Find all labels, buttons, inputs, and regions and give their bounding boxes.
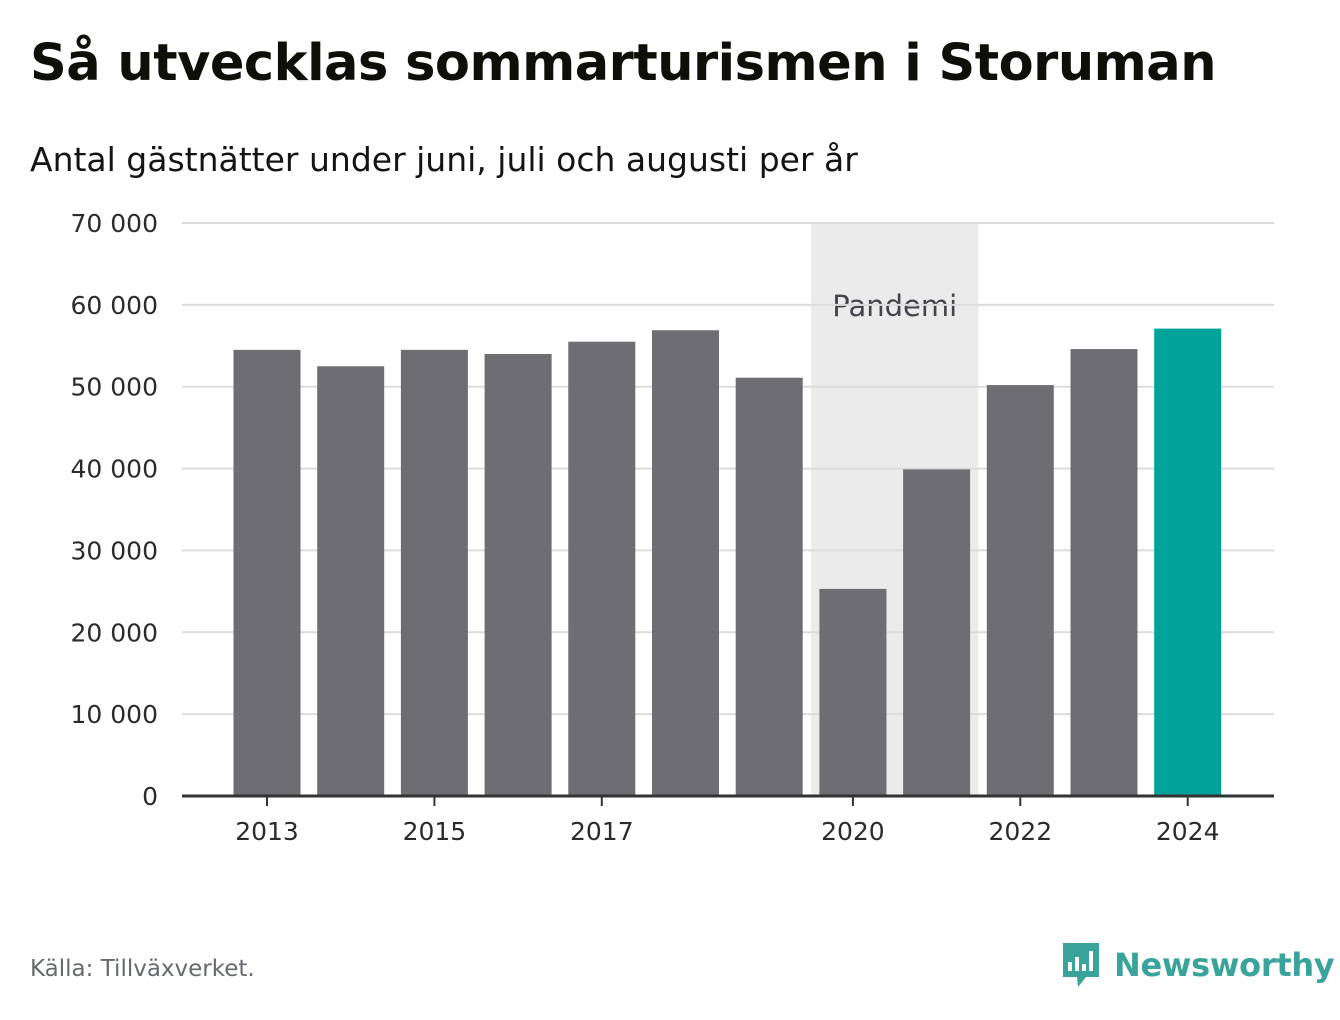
y-axis-ticks: 0 10 000 20 000 30 000 40 000 50 000 60 000 70 … xyxy=(71,209,158,811)
brand-logo[interactable]: Newsworthy xyxy=(1060,940,1335,990)
bar-2014 xyxy=(317,366,385,796)
bar-2023 xyxy=(1070,349,1138,796)
bars xyxy=(233,328,1222,796)
chart-title: Så utvecklas sommarturismen i Storuman xyxy=(30,34,1217,93)
newsworthy-logo-icon xyxy=(1063,943,1099,987)
bar-2020 xyxy=(819,588,887,796)
x-tick-label: 2022 xyxy=(988,817,1052,846)
y-tick-label: 10 000 xyxy=(71,700,158,729)
x-tick-label: 2017 xyxy=(570,817,634,846)
x-tick-label: 2015 xyxy=(403,817,467,846)
y-tick-label: 0 xyxy=(142,782,158,811)
x-tick-label: 2013 xyxy=(235,817,299,846)
x-axis-ticks: 2013 2015 2017 2020 2022 2024 xyxy=(235,796,1220,846)
y-tick-label: 30 000 xyxy=(71,536,158,565)
bar-2016 xyxy=(484,353,552,796)
bar-2022 xyxy=(986,385,1054,796)
bar-2018 xyxy=(652,330,719,796)
bar-2015 xyxy=(400,349,468,796)
y-tick-label: 60 000 xyxy=(71,291,158,320)
y-tick-label: 50 000 xyxy=(71,373,158,402)
bar-2024 xyxy=(1154,328,1222,796)
bar-2017 xyxy=(568,341,636,796)
bar-2021 xyxy=(903,469,971,796)
y-tick-label: 70 000 xyxy=(71,209,158,238)
bar-2013 xyxy=(233,349,301,796)
source-note: Källa: Tillväxverket. xyxy=(30,956,255,982)
annotation-label: Pandemi xyxy=(832,289,957,323)
y-tick-label: 20 000 xyxy=(71,618,158,647)
brand-name: Newsworthy xyxy=(1114,946,1335,984)
x-tick-label: 2024 xyxy=(1156,817,1220,846)
bar-chart: Pandemi 0 10 000 20 000 30 000 40 000 50 000 6… xyxy=(71,209,1274,846)
x-tick-label: 2020 xyxy=(821,817,885,846)
y-tick-label: 40 000 xyxy=(71,455,158,484)
chart-subtitle: Antal gästnätter under juni, juli och au… xyxy=(30,140,858,179)
bar-2019 xyxy=(735,377,803,796)
